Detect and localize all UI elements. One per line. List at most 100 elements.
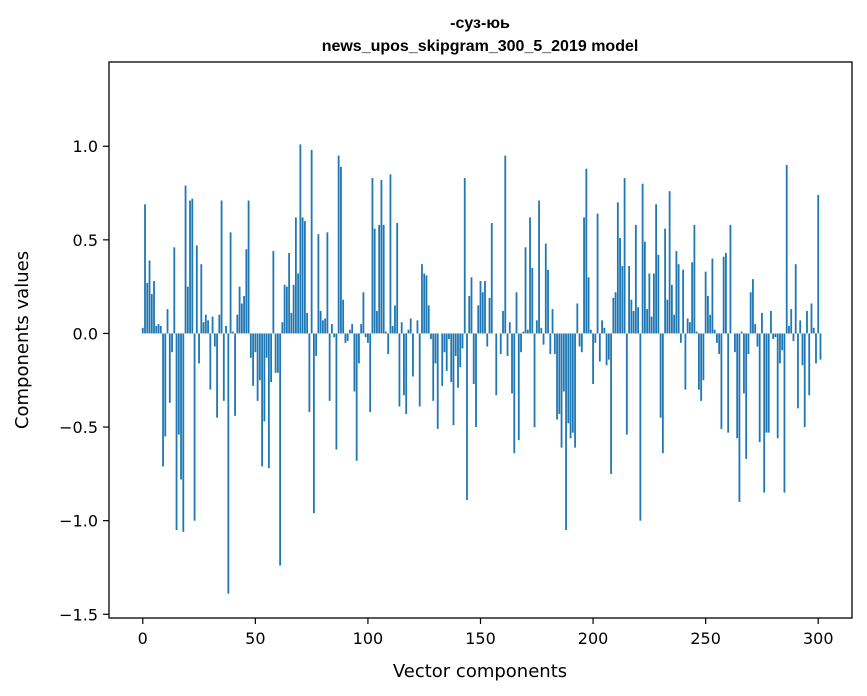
bar	[495, 333, 498, 396]
bar	[673, 314, 676, 334]
bar	[369, 333, 372, 413]
bar	[799, 320, 802, 334]
bar	[749, 292, 752, 334]
bar	[220, 200, 223, 334]
bar	[569, 333, 572, 439]
bar	[583, 217, 585, 334]
bar	[256, 333, 259, 401]
bar	[637, 307, 640, 334]
bar	[398, 333, 401, 407]
bar	[781, 333, 784, 351]
bar	[452, 333, 455, 426]
bar	[553, 333, 556, 355]
bar	[574, 333, 576, 448]
bar	[810, 303, 813, 334]
bar	[598, 333, 601, 362]
bar	[517, 333, 520, 441]
bar	[565, 333, 567, 531]
bar	[734, 333, 736, 353]
bar	[459, 333, 462, 368]
bar	[247, 200, 250, 334]
bar	[351, 324, 354, 334]
bar	[400, 322, 403, 334]
bar	[472, 333, 475, 384]
bar	[470, 277, 473, 334]
bar	[486, 333, 489, 347]
bar	[308, 333, 311, 413]
bar	[193, 333, 196, 521]
bar	[664, 228, 667, 334]
bar	[225, 325, 227, 334]
bar	[684, 333, 687, 390]
bar	[315, 333, 318, 356]
bar	[162, 333, 164, 467]
bar	[387, 333, 390, 355]
x-tick-label: 100	[353, 629, 384, 648]
bar	[344, 333, 347, 343]
bar	[639, 333, 642, 521]
bar	[258, 333, 261, 381]
bar	[704, 271, 707, 334]
bar	[643, 241, 646, 334]
bar	[198, 333, 200, 364]
bar	[229, 232, 232, 334]
bar	[610, 333, 612, 474]
bar	[646, 309, 649, 334]
bar	[432, 333, 435, 401]
bar	[522, 331, 525, 334]
bar	[720, 333, 723, 429]
plot-frame	[108, 61, 853, 619]
bar	[272, 251, 275, 334]
bar	[355, 333, 358, 461]
x-tick-label: 50	[245, 629, 265, 648]
bar	[427, 305, 430, 334]
bar	[466, 333, 468, 501]
bar	[209, 333, 212, 390]
bar	[632, 310, 635, 334]
bar	[274, 333, 277, 373]
bar	[450, 333, 453, 383]
bar	[445, 333, 448, 371]
bar	[333, 333, 336, 338]
bar	[249, 333, 252, 358]
bar	[767, 333, 770, 433]
bar	[279, 333, 282, 566]
bar	[520, 333, 522, 353]
bar	[292, 284, 295, 334]
bar	[754, 324, 757, 334]
bar	[270, 333, 273, 383]
bar	[434, 333, 437, 364]
bar	[738, 333, 741, 502]
chart-title-line2: news_upos_skipgram_300_5_2019 model	[322, 38, 639, 55]
bar	[747, 333, 750, 355]
bar	[186, 286, 189, 334]
bar	[806, 310, 808, 334]
bar	[405, 333, 408, 414]
bar	[571, 333, 574, 433]
bar	[245, 249, 248, 334]
bar	[801, 333, 804, 366]
bars-group	[141, 144, 822, 594]
bar	[189, 200, 191, 334]
bar	[475, 333, 477, 428]
bar	[173, 247, 176, 334]
bar	[506, 333, 509, 356]
bar	[409, 318, 412, 334]
bar	[373, 228, 376, 334]
bar	[797, 333, 799, 409]
bar	[317, 234, 320, 334]
bar	[310, 149, 313, 334]
bar	[254, 333, 257, 353]
bar	[648, 273, 651, 334]
bar	[191, 198, 194, 334]
bar	[549, 333, 552, 355]
bar	[803, 333, 806, 428]
bar	[184, 185, 187, 334]
bar	[556, 333, 558, 420]
bar	[222, 333, 225, 401]
bar	[168, 333, 171, 403]
bar	[679, 333, 682, 343]
bar	[774, 333, 777, 338]
bar	[177, 333, 180, 435]
